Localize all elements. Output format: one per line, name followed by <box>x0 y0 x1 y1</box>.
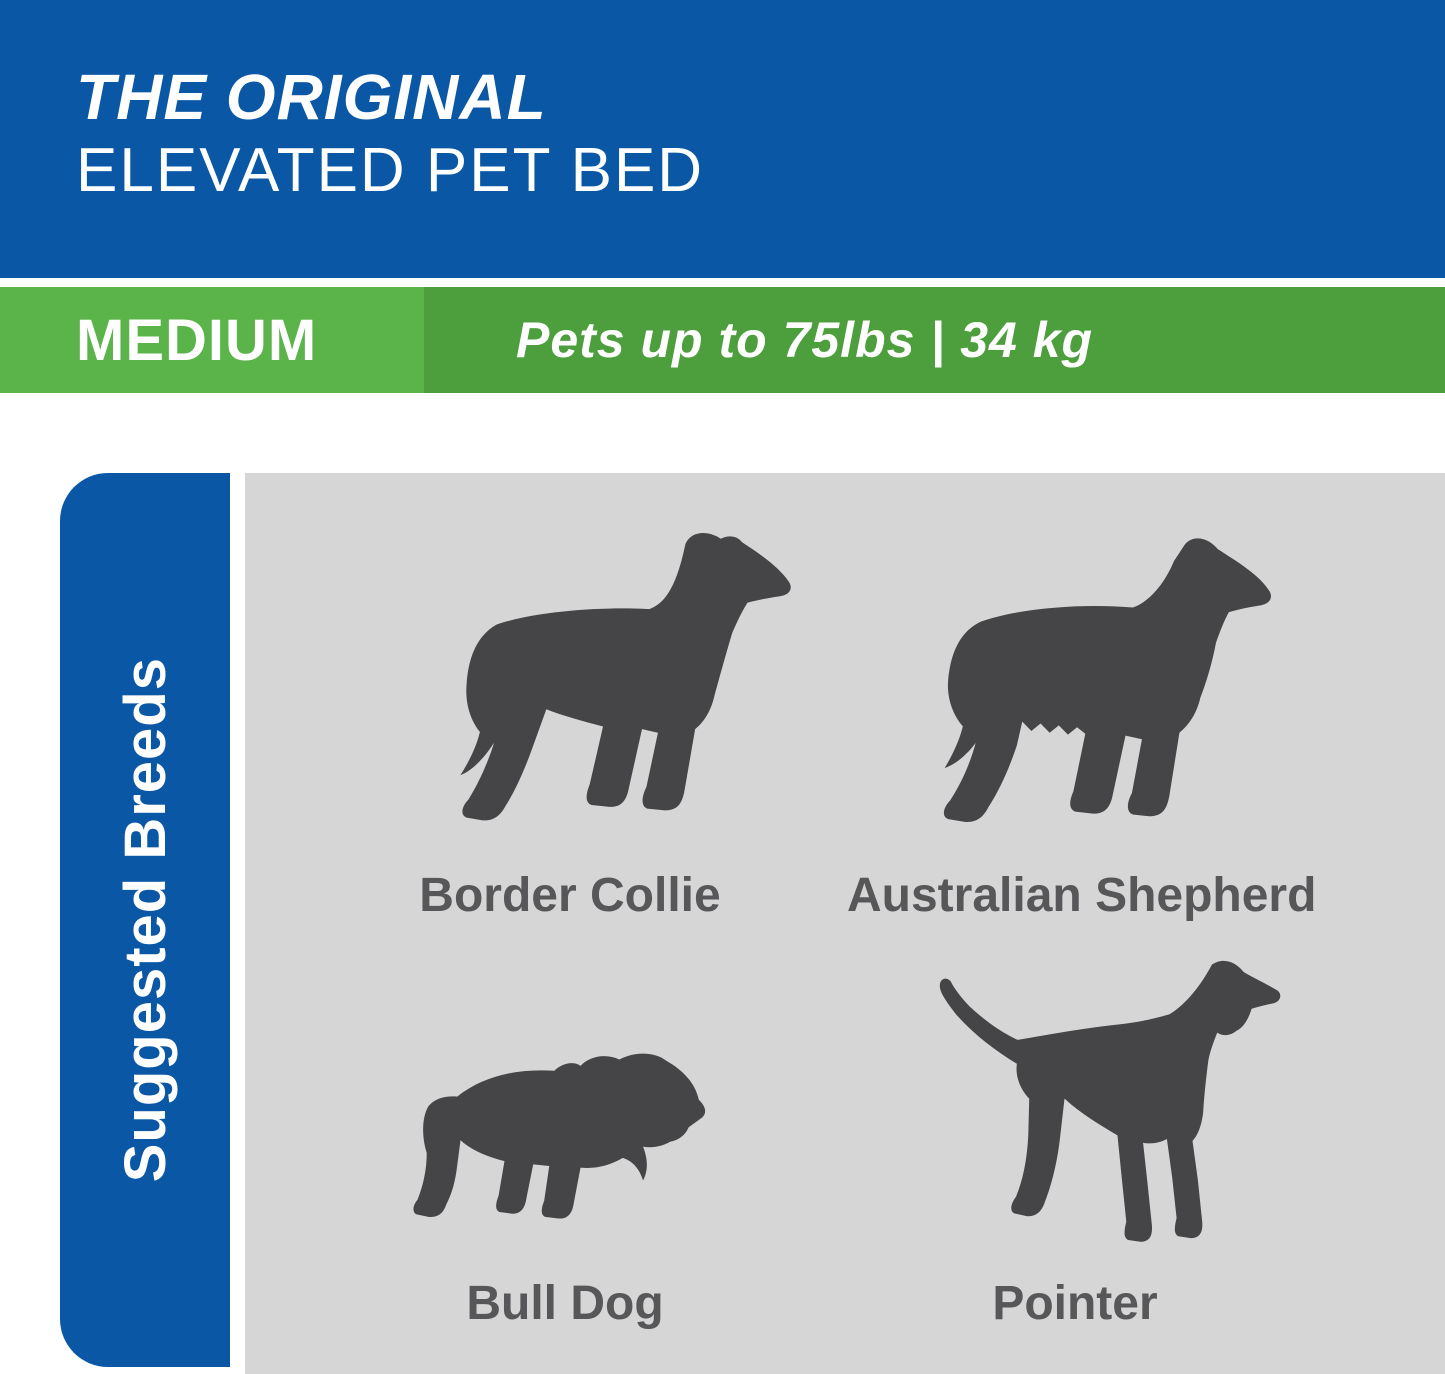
title-line-1: THE ORIGINAL <box>76 61 547 133</box>
suggested-breeds-sidebar: Suggested Breeds <box>60 473 230 1367</box>
size-band: MEDIUM Pets up to 75lbs | 34 kg <box>0 287 1445 393</box>
suggested-breeds-label: Suggested Breeds <box>112 657 178 1183</box>
breed-label-border-collie: Border Collie <box>419 869 721 922</box>
pointer-silhouette-icon <box>903 950 1309 1262</box>
australian-shepherd-silhouette-icon <box>898 512 1300 846</box>
breed-label-pointer: Pointer <box>992 1277 1158 1330</box>
size-band-left: MEDIUM <box>0 287 424 393</box>
size-band-right: Pets up to 75lbs | 34 kg <box>424 287 1445 393</box>
border-collie-silhouette-icon <box>425 508 797 842</box>
breeds-panel <box>245 473 1445 1374</box>
size-label: MEDIUM <box>76 307 318 373</box>
header-band: THE ORIGINAL ELEVATED PET BED <box>0 0 1445 278</box>
breed-label-bull-dog: Bull Dog <box>466 1277 664 1330</box>
capacity-text: Pets up to 75lbs | 34 kg <box>516 312 1094 368</box>
header-title: THE ORIGINAL ELEVATED PET BED <box>76 61 705 207</box>
bull-dog-silhouette-icon <box>398 1032 736 1258</box>
breed-label-australian-shepherd: Australian Shepherd <box>847 869 1317 922</box>
title-line-2: ELEVATED PET BED <box>76 135 705 205</box>
